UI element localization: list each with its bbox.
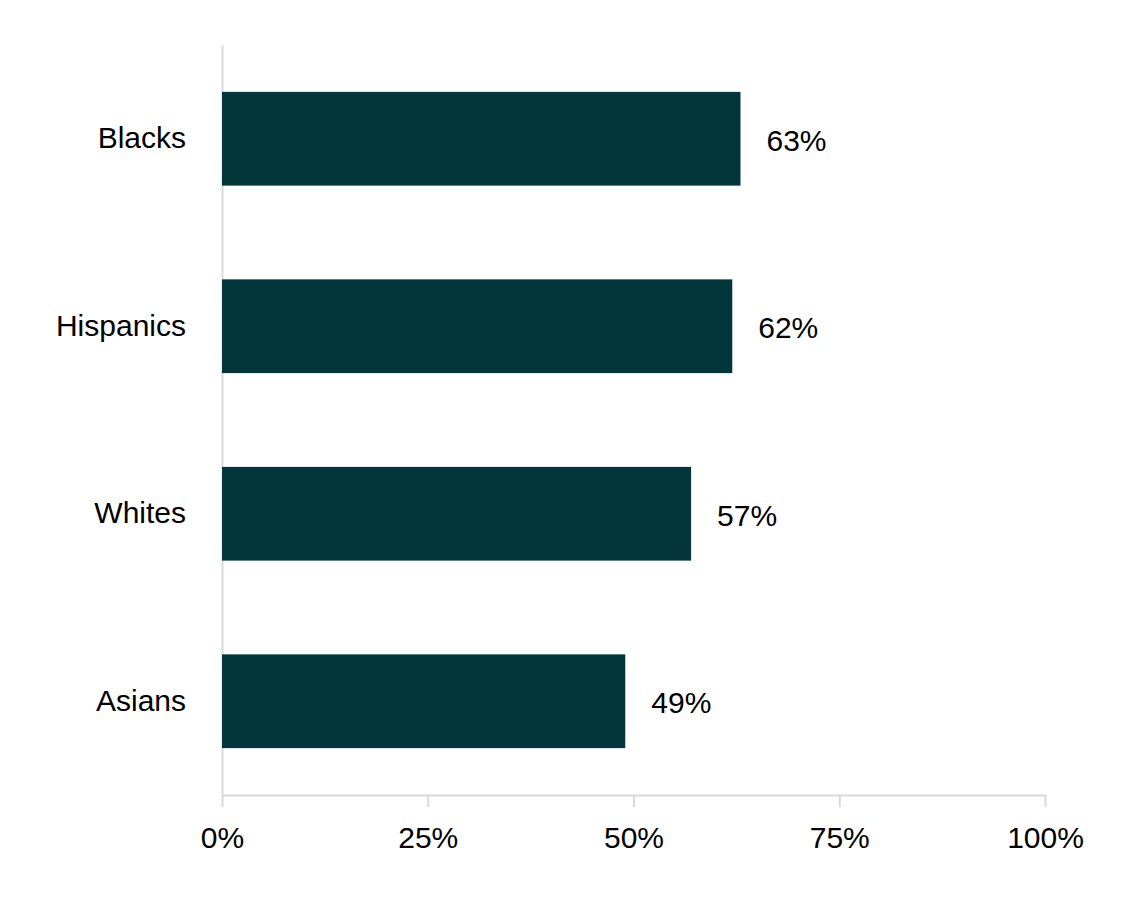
y-tick: Hispanics — [56, 309, 222, 342]
x-tick-label: 75% — [810, 821, 870, 854]
x-tick: 25% — [398, 795, 458, 854]
y-tick: Whites — [94, 496, 222, 529]
bar — [222, 467, 691, 561]
x-tick-label: 100% — [1007, 821, 1084, 854]
x-tick-mark — [222, 795, 224, 807]
bar — [222, 654, 625, 748]
x-tick-label: 50% — [604, 821, 664, 854]
category-label: Hispanics — [56, 309, 186, 342]
bar — [222, 279, 732, 373]
category-label: Whites — [94, 496, 186, 529]
x-tick-mark — [839, 795, 841, 807]
x-tick: 75% — [810, 795, 870, 854]
data-label: 49% — [651, 686, 711, 719]
x-tick-label: 0% — [201, 821, 244, 854]
x-tick: 100% — [1007, 795, 1084, 854]
x-tick: 0% — [201, 795, 244, 854]
x-tick: 50% — [604, 795, 664, 854]
data-label: 63% — [766, 124, 826, 157]
x-tick-mark — [633, 795, 635, 807]
data-labels: 63% 62% 57% 49% — [651, 124, 826, 720]
x-tick-label: 25% — [398, 821, 458, 854]
bar — [222, 92, 740, 186]
y-axis: Blacks Hispanics Whites Asians — [56, 46, 223, 796]
y-tick: Asians — [96, 684, 222, 717]
x-tick-mark — [1045, 795, 1047, 807]
x-tick-mark — [427, 795, 429, 807]
data-label: 57% — [717, 499, 777, 532]
chart: 0% 25% 50% 75% 100% Blacks Hispanics Whites Asia… — [0, 0, 1138, 897]
category-label: Blacks — [98, 121, 186, 154]
bars — [222, 92, 740, 748]
y-tick: Blacks — [98, 121, 222, 154]
category-label: Asians — [96, 684, 186, 717]
x-axis: 0% 25% 50% 75% 100% — [201, 795, 1084, 854]
data-label: 62% — [758, 311, 818, 344]
